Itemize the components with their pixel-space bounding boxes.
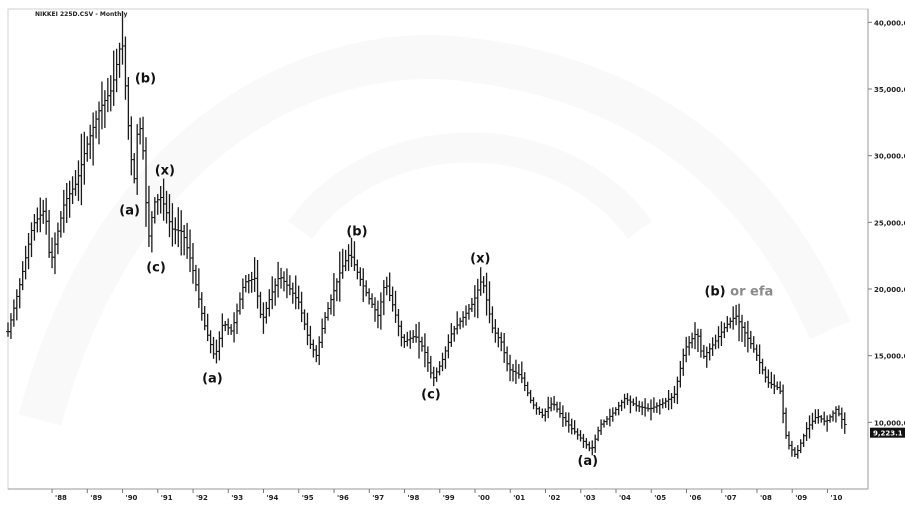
y-tick-label: 40,000.0 (874, 19, 905, 27)
y-tick-label: 20,000.0 (874, 286, 905, 294)
y-tick-label: 25,000.0 (874, 219, 905, 227)
x-tick-label: '07 (725, 494, 737, 502)
wave-label: (b) (135, 71, 156, 86)
y-tick-label: 30,000.0 (874, 153, 905, 161)
price-bars (6, 11, 847, 459)
x-tick-label: '92 (196, 494, 208, 502)
wave-label: (b) or efa (704, 285, 773, 300)
x-tick-label: '08 (760, 494, 772, 502)
wave-label: (c) (421, 387, 441, 402)
x-axis-ticks: '88 '89 '90 '91 '92 '93 '94 '95 '96 '97 '98 '99 '00 '… (51, 489, 842, 502)
x-tick-label: '97 (372, 494, 384, 502)
x-tick-label: '01 (513, 494, 525, 502)
x-tick-label: '05 (654, 494, 666, 502)
y-tick-label: 35,000.0 (874, 86, 905, 94)
watermark (18, 35, 851, 426)
y-tick-label: 15,000.0 (874, 353, 905, 361)
wave-label: (c) (146, 261, 166, 276)
price-bar (842, 412, 847, 434)
last-price-label: 9,223.1 (873, 430, 903, 438)
chart-title: NIKKEI 225D.CSV - Monthly (35, 11, 127, 18)
x-tick-label: '09 (795, 494, 807, 502)
x-tick-label: '95 (302, 494, 314, 502)
last-price-box (870, 427, 905, 438)
x-tick-label: '89 (90, 494, 102, 502)
x-tick-label: '02 (549, 494, 561, 502)
x-tick-label: '99 (443, 494, 455, 502)
x-tick-label: '93 (231, 494, 243, 502)
x-tick-label: '94 (267, 494, 279, 502)
x-tick-label: '04 (619, 494, 631, 502)
wave-label: (a) (119, 203, 140, 218)
x-tick-label: '98 (408, 494, 420, 502)
x-tick-label: '00 (478, 494, 490, 502)
wave-label: (x) (155, 163, 175, 178)
x-tick-label: '91 (161, 494, 173, 502)
x-tick-label: '03 (584, 494, 596, 502)
wave-label: (a) (202, 371, 223, 386)
last-price-marker: 9,223.1 (870, 427, 905, 438)
y-tick-label: 10,000.0 (874, 419, 905, 427)
wave-annotations: (b) (a) (x) (c) (a) (b) (c) (x) (a) (b) or efa (119, 71, 773, 469)
wave-label: (b) (346, 225, 367, 240)
x-tick-label: '06 (689, 494, 701, 502)
wave-label: (x) (470, 251, 490, 266)
x-tick-label: '90 (126, 494, 138, 502)
wave-label: (a) (577, 454, 598, 469)
y-axis-ticks: 40,000.0 35,000.0 30,000.0 25,000.0 20,000.0… (868, 19, 905, 427)
x-tick-label: '96 (337, 494, 349, 502)
x-tick-label: '88 (55, 494, 67, 502)
x-tick-label: '10 (830, 494, 842, 502)
